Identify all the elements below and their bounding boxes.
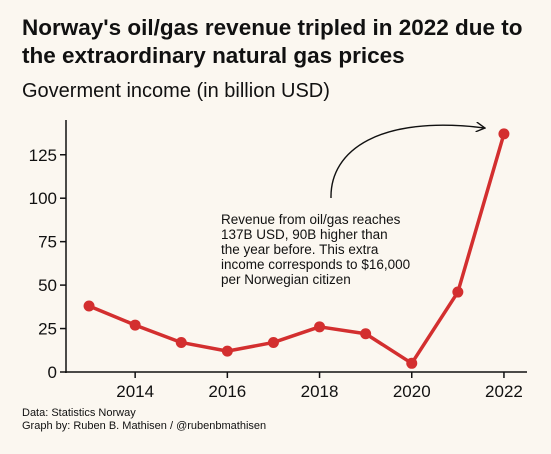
chart-title: Norway's oil/gas revenue tripled in 2022…: [22, 15, 523, 68]
data-point: [360, 328, 372, 340]
y-tick-label: 125: [29, 146, 57, 165]
x-tick-label: 2022: [485, 382, 523, 401]
data-point: [83, 300, 95, 312]
x-tick-label: 2014: [116, 382, 154, 401]
chart-subtitle: Goverment income (in billion USD): [22, 80, 330, 102]
data-point: [267, 336, 279, 348]
annotation-text: per Norwegian citizen: [221, 272, 351, 287]
footer: Data: Statistics Norway Graph by: Ruben …: [22, 407, 266, 433]
y-tick-label: 100: [29, 189, 57, 208]
data-point: [452, 286, 464, 298]
annotation-text: income corresponds to $16,000: [221, 257, 410, 272]
x-tick-label: 2018: [301, 382, 339, 401]
data-point: [129, 319, 141, 331]
source-note: Data: Statistics Norway: [22, 407, 136, 419]
data-point: [221, 345, 233, 357]
y-tick-label: 25: [38, 320, 57, 339]
annotation-arrow: [330, 125, 484, 199]
y-tick-label: 75: [38, 233, 57, 252]
annotation-text: the year before. This extra: [221, 242, 379, 257]
x-tick-label: 2020: [393, 382, 431, 401]
data-point: [314, 321, 326, 333]
y-tick-label: 0: [48, 363, 57, 382]
annotation-text: Revenue from oil/gas reaches: [221, 212, 401, 227]
data-point: [175, 336, 187, 348]
data-point: [498, 128, 510, 140]
credit-note: Graph by: Ruben B. Mathisen / @rubenbmat…: [22, 420, 267, 432]
y-tick-label: 50: [38, 276, 57, 295]
data-point: [406, 357, 418, 369]
annotation-text: 137B USD, 90B higher than: [221, 227, 388, 242]
x-tick-label: 2016: [208, 382, 246, 401]
series-line: [88, 133, 506, 366]
